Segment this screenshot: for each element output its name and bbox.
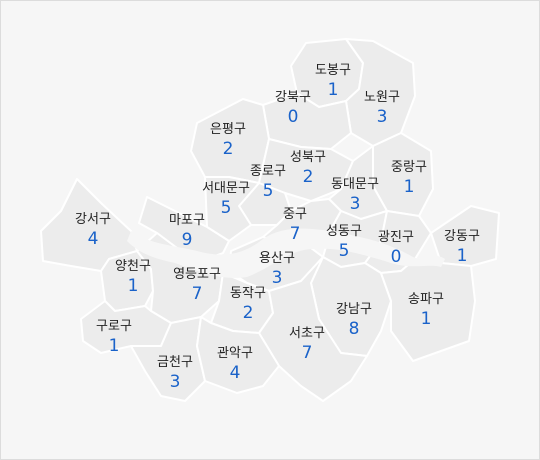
district-area-songpa[interactable] [380,258,476,362]
district-area-eunpyeong[interactable] [190,98,270,184]
district-area-gangdong[interactable] [430,205,500,267]
district-area-nowon[interactable] [345,38,416,147]
han-river [127,228,445,278]
district-area-gwanak[interactable] [196,316,280,394]
